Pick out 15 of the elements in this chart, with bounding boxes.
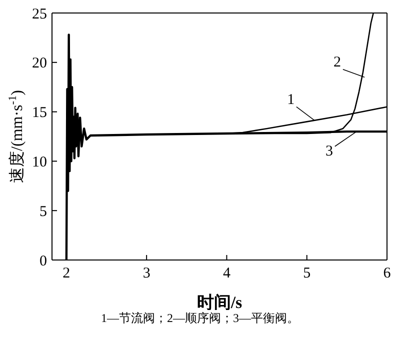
y-tick-label: 15 — [32, 105, 47, 122]
y-tick-label: 5 — [40, 204, 47, 220]
series-label: 1 — [287, 92, 295, 108]
x-tick-label: 2 — [62, 266, 70, 282]
y-tick-label: 20 — [32, 56, 47, 72]
x-tick-label: 3 — [142, 266, 150, 282]
x-tick-label: 6 — [383, 266, 392, 282]
legend-label: 3 — [326, 143, 334, 160]
y-tick-label: 0 — [40, 253, 47, 270]
text: 1—节流阀；2—顺序阀；3—平衡阀。 — [100, 310, 300, 327]
y-tick-label: 10 — [32, 154, 47, 171]
series-label: 2 — [334, 54, 342, 70]
x-tick-label: 5 — [303, 266, 311, 282]
y-tick-label: 25 — [32, 6, 47, 22]
x-tick-label: 4 — [222, 266, 231, 282]
